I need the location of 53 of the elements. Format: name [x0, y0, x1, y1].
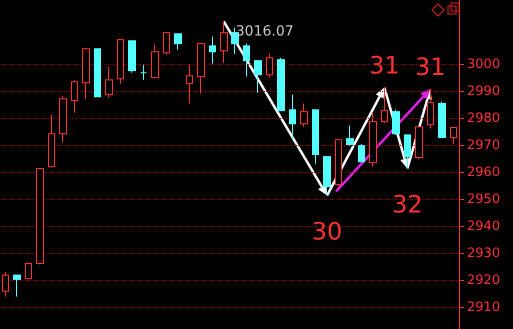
candlestick	[209, 36, 216, 64]
candlestick	[197, 43, 205, 94]
y-tick-label: 2970	[467, 138, 500, 154]
candlestick	[438, 101, 446, 138]
candlestick	[25, 262, 32, 280]
annotation: 32	[392, 190, 423, 219]
candlestick	[450, 127, 457, 144]
candlestick	[117, 39, 124, 84]
candlestick	[358, 143, 365, 162]
y-tick-label: 2960	[467, 165, 500, 180]
candlestick	[404, 134, 411, 170]
candlestick	[369, 112, 377, 168]
candlestick	[346, 125, 354, 146]
candlestick	[254, 60, 262, 94]
candlestick	[48, 114, 55, 168]
y-tick-label: 2910	[467, 300, 500, 315]
candlestick	[59, 95, 67, 144]
candlestick	[289, 94, 296, 140]
candlestick	[415, 126, 423, 160]
annotation: 31	[415, 52, 446, 81]
y-tick-label: 2990	[467, 84, 500, 100]
candlestick	[312, 109, 319, 164]
candlestick	[381, 87, 388, 124]
annotation: 3016.07	[236, 23, 294, 40]
y-tick-label: 2930	[467, 246, 500, 261]
y-tick-label: 3000	[467, 57, 500, 72]
candlestick	[82, 47, 90, 100]
candlestick	[243, 43, 250, 78]
y-tick-label: 2980	[467, 111, 500, 126]
candlestick	[186, 64, 193, 104]
candlestick	[392, 109, 400, 136]
candlestick	[105, 66, 113, 98]
annotation: 31	[369, 52, 400, 80]
candlestick	[427, 88, 434, 130]
candlestick	[71, 79, 78, 114]
candlestick	[174, 33, 182, 50]
candlestick	[128, 40, 136, 74]
candlestick	[266, 53, 273, 78]
candlestick	[323, 156, 331, 196]
candlestick	[151, 44, 159, 79]
candlestick	[36, 168, 44, 265]
candlestick	[140, 64, 147, 80]
y-tick-label: 2920	[467, 272, 500, 288]
candlestick	[94, 48, 101, 98]
candlestick	[13, 274, 21, 298]
candlestick	[277, 57, 285, 112]
candlestick	[220, 20, 228, 64]
candlestick	[300, 103, 308, 128]
y-tick-label: 2940	[467, 219, 500, 234]
annotation: 30	[312, 218, 342, 246]
y-tick-label: 2950	[467, 192, 500, 208]
candlestick	[335, 139, 342, 187]
candlestick	[163, 32, 170, 56]
